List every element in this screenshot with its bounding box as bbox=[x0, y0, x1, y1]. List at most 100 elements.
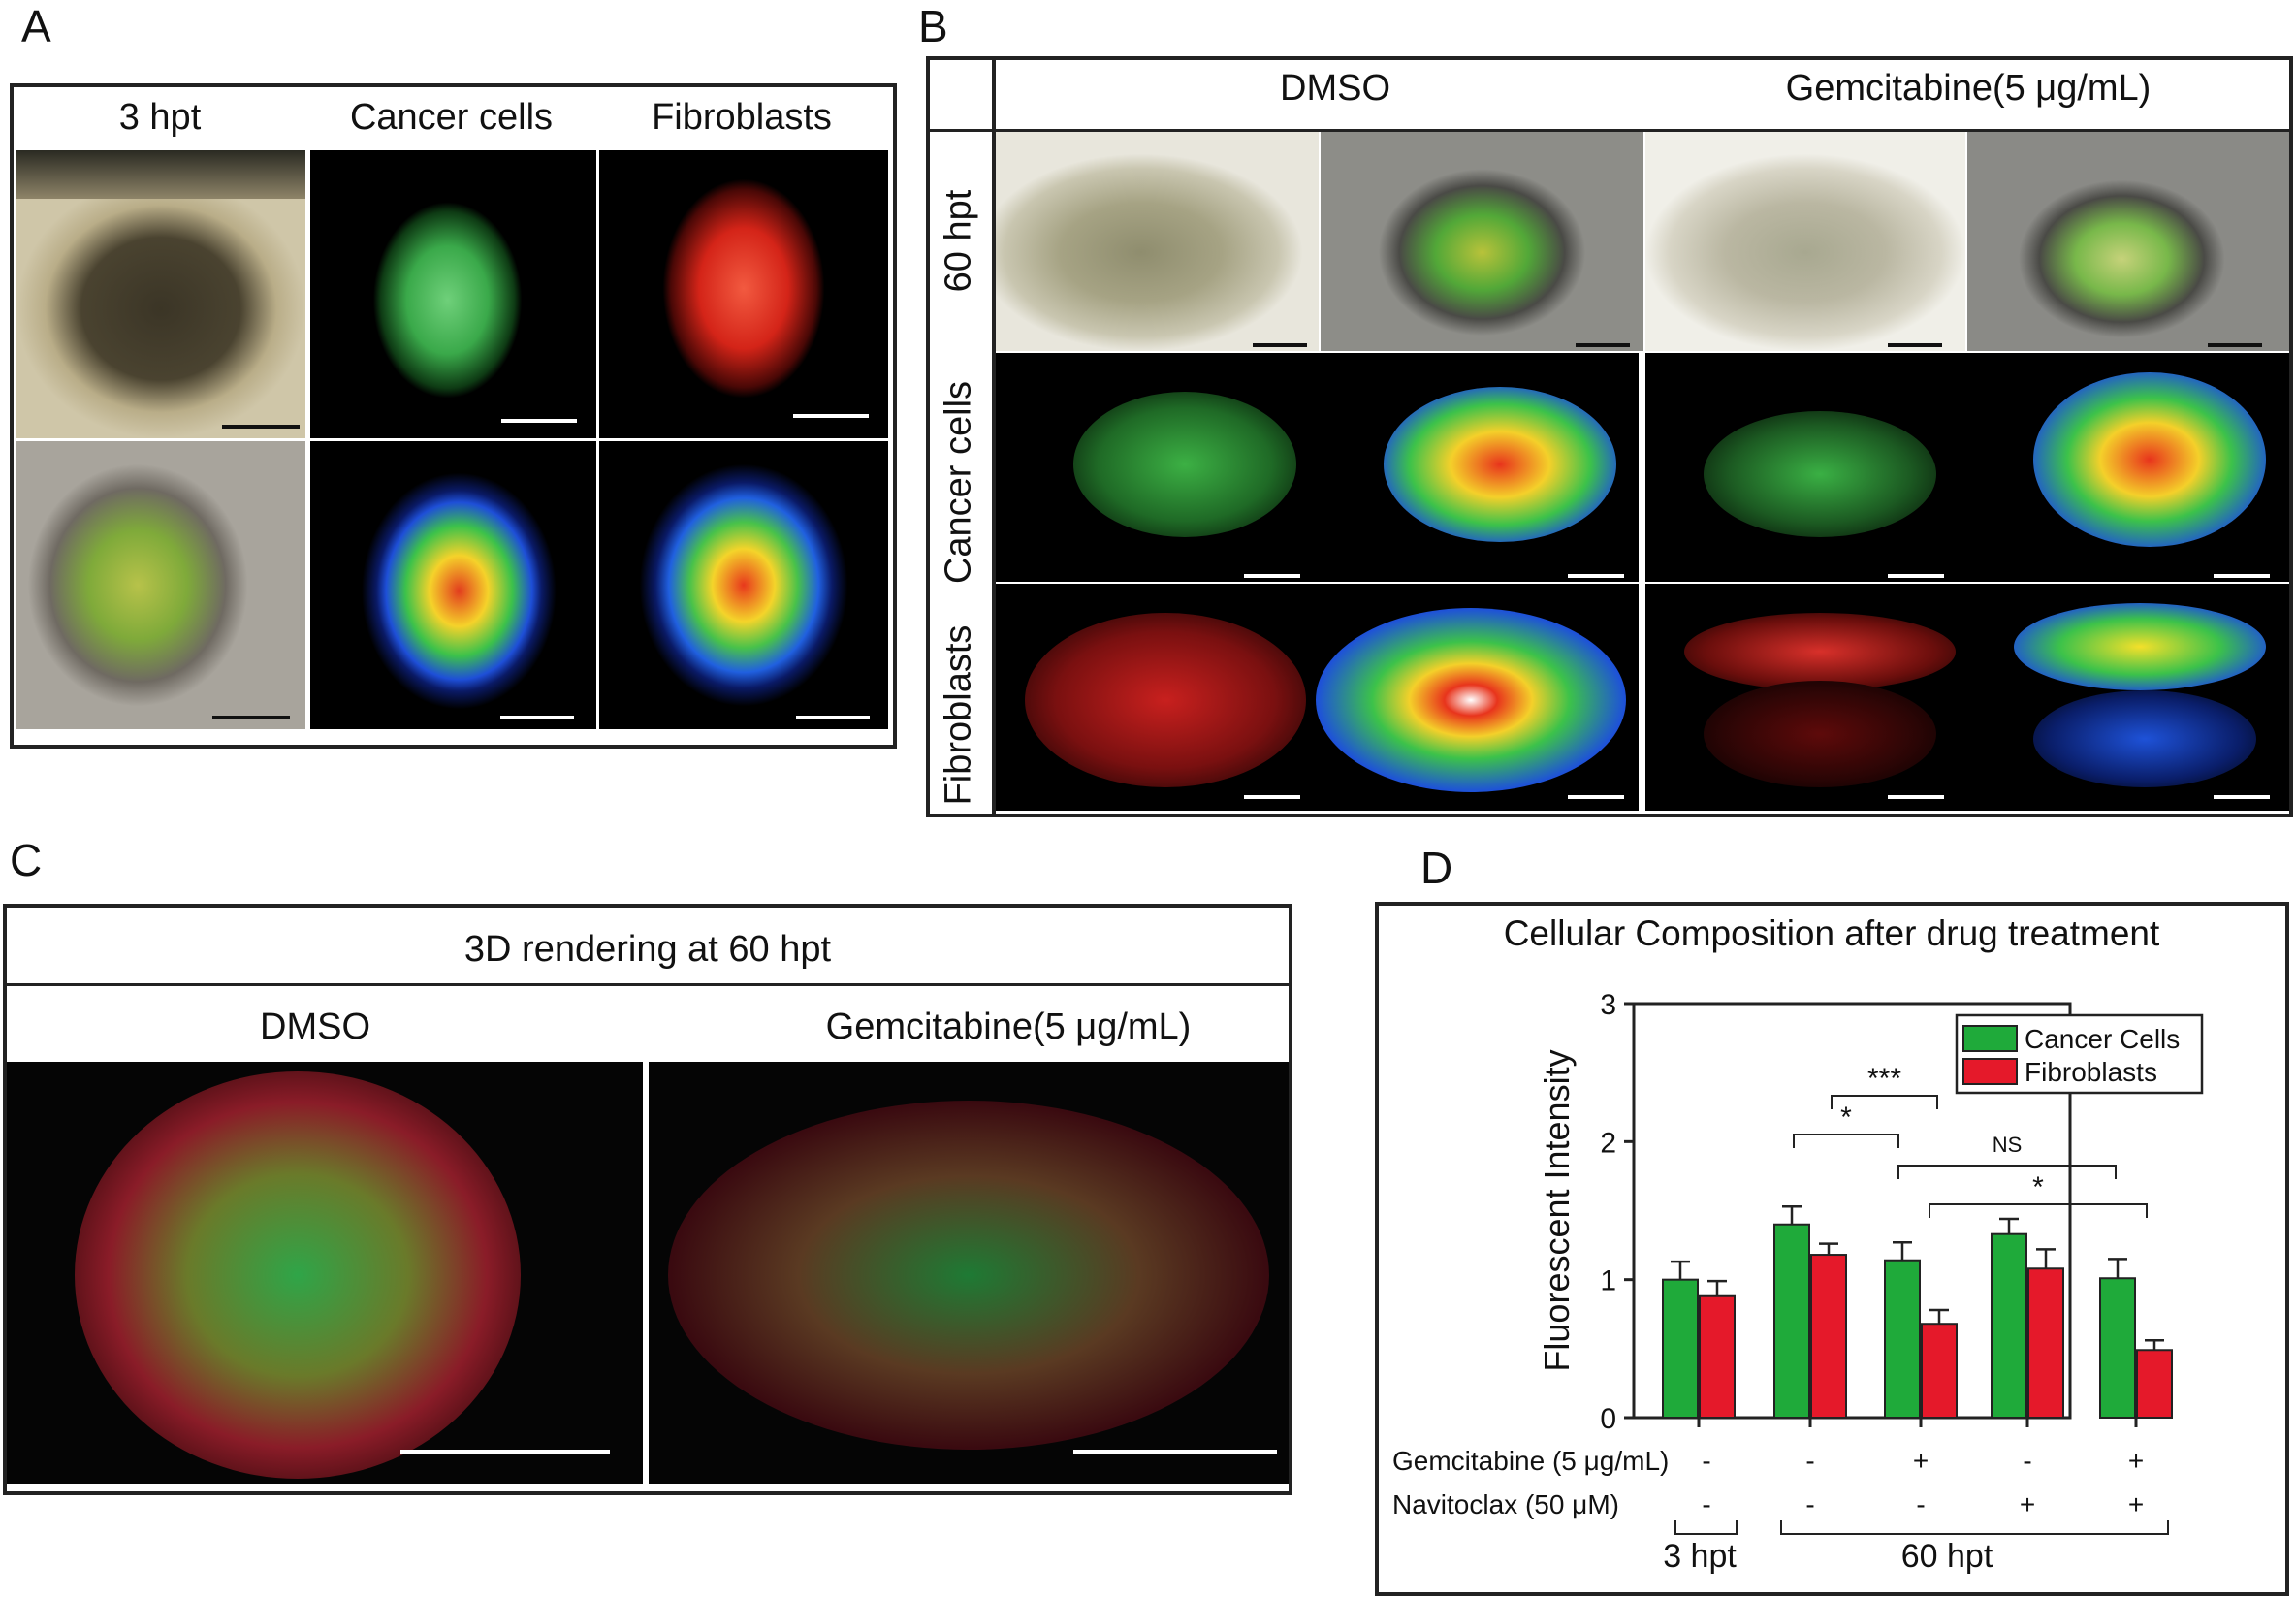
panel-a-frame bbox=[10, 83, 897, 749]
scale-bar bbox=[2214, 795, 2270, 799]
scale-bar bbox=[1253, 343, 1307, 347]
panel-letter-c: C bbox=[10, 835, 43, 885]
panel-b-dmso-fibro-images bbox=[996, 584, 1639, 811]
significance-bracket bbox=[1793, 1134, 1899, 1148]
scale-bar bbox=[501, 419, 577, 423]
cancer-bar bbox=[2099, 1277, 2136, 1420]
gemcitabine-sign: - bbox=[2023, 1446, 2031, 1476]
panel-c-frame bbox=[3, 904, 1292, 1495]
panel-c-header-dmso: DMSO bbox=[260, 1007, 370, 1047]
group-bracket-3hpt bbox=[1674, 1520, 1738, 1535]
fibro-bar bbox=[1810, 1254, 1847, 1419]
scale-bar bbox=[1073, 1450, 1277, 1454]
cancer-bar bbox=[1884, 1259, 1921, 1419]
scale-bar bbox=[1576, 343, 1630, 347]
significance-bracket bbox=[1831, 1095, 1938, 1109]
panel-a-merged-image bbox=[16, 441, 305, 729]
significance-bracket bbox=[1929, 1203, 2148, 1218]
panel-a-fibro-heatmap-image bbox=[599, 441, 888, 729]
panel-a-cancer-green-image bbox=[310, 150, 596, 438]
significance-label: NS bbox=[1993, 1133, 2023, 1157]
scale-bar bbox=[1244, 574, 1300, 578]
chart-title: Cellular Composition after drug treatmen… bbox=[1504, 913, 2160, 953]
scale-bar bbox=[1568, 795, 1624, 799]
scale-bar bbox=[1568, 574, 1624, 578]
gemcitabine-sign: + bbox=[1913, 1446, 1929, 1476]
panel-a-brightfield-image bbox=[16, 150, 305, 438]
scale-bar bbox=[222, 425, 300, 429]
legend-label: Cancer Cells bbox=[2025, 1024, 2180, 1054]
scale-bar bbox=[500, 716, 574, 719]
scale-bar bbox=[796, 716, 870, 719]
panel-letter-b: B bbox=[918, 1, 948, 51]
y-tick-label: 2 bbox=[1600, 1127, 1616, 1159]
panel-b-gem-merge-image bbox=[1967, 132, 2289, 351]
gemcitabine-sign: - bbox=[1805, 1446, 1814, 1476]
significance-label: *** bbox=[1867, 1063, 1901, 1095]
fibro-bar bbox=[1921, 1323, 1958, 1420]
panel-b-header-gemcitabine: Gemcitabine(5 μg/mL) bbox=[1785, 68, 2152, 109]
panel-c-title: 3D rendering at 60 hpt bbox=[463, 929, 832, 970]
panel-d-frame bbox=[1375, 902, 2289, 1596]
row-label-navitoclax: Navitoclax (50 μM) bbox=[1392, 1489, 1619, 1519]
legend-swatch bbox=[1962, 1058, 2018, 1085]
legend-label: Fibroblasts bbox=[2025, 1057, 2157, 1087]
plot-frame bbox=[1632, 1002, 2072, 1420]
gemcitabine-sign: + bbox=[2128, 1446, 2144, 1476]
group-bracket-60hpt bbox=[1780, 1520, 2169, 1535]
panel-a-fibro-red-image bbox=[599, 150, 888, 438]
navitoclax-sign: - bbox=[1916, 1489, 1925, 1519]
scale-bar bbox=[212, 716, 290, 719]
scale-bar bbox=[400, 1450, 610, 1454]
panel-b-header-dmso: DMSO bbox=[1280, 68, 1390, 109]
fibro-bar bbox=[2136, 1349, 2173, 1419]
panel-b-gem-brightfield-image bbox=[1645, 132, 1965, 351]
panel-b-row-60hpt: 60 hpt bbox=[938, 189, 979, 293]
scale-bar bbox=[2214, 574, 2270, 578]
navitoclax-sign: + bbox=[2128, 1489, 2144, 1519]
panel-letter-d: D bbox=[1420, 843, 1453, 893]
y-tick-label: 0 bbox=[1600, 1403, 1616, 1435]
navitoclax-sign: - bbox=[1702, 1489, 1710, 1519]
scale-bar bbox=[1888, 343, 1942, 347]
panel-a-header-fibro: Fibroblasts bbox=[652, 97, 832, 138]
group-label-3hpt: 3 hpt bbox=[1663, 1538, 1737, 1575]
panel-a-header-cancer: Cancer cells bbox=[349, 97, 554, 138]
navitoclax-sign: - bbox=[1805, 1489, 1814, 1519]
y-tick-label: 1 bbox=[1600, 1265, 1616, 1297]
y-tick-label: 3 bbox=[1600, 989, 1616, 1021]
cancer-bar bbox=[1773, 1223, 1810, 1419]
gemcitabine-sign: - bbox=[1702, 1446, 1710, 1476]
significance-label: * bbox=[1840, 1102, 1852, 1134]
scale-bar bbox=[1244, 795, 1300, 799]
scale-bar bbox=[1888, 574, 1944, 578]
group-label-60hpt: 60 hpt bbox=[1901, 1538, 1993, 1575]
panel-d-chart: Cellular Composition after drug treatmen… bbox=[1392, 913, 2204, 1575]
panel-b-gem-cancer-images bbox=[1645, 353, 2289, 582]
row-label-gemcitabine: Gemcitabine (5 μg/mL) bbox=[1392, 1446, 1669, 1476]
panel-b-dmso-cancer-images bbox=[996, 353, 1639, 582]
panel-c-gemcitabine-image bbox=[649, 1062, 1289, 1484]
legend-swatch bbox=[1962, 1025, 2018, 1052]
panel-b-dmso-brightfield-image bbox=[996, 132, 1319, 351]
scale-bar bbox=[793, 414, 869, 418]
y-axis-label: Fluorescent Intensity bbox=[1537, 1049, 1577, 1371]
significance-bracket bbox=[1897, 1165, 2117, 1179]
cancer-bar bbox=[1662, 1278, 1699, 1419]
panel-a-header-3hpt: 3 hpt bbox=[118, 97, 202, 138]
panel-b-gem-fibro-images bbox=[1645, 584, 2289, 811]
scale-bar bbox=[1888, 795, 1944, 799]
panel-letter-a: A bbox=[21, 1, 51, 51]
panel-c-dmso-image bbox=[7, 1062, 643, 1484]
panel-b-frame bbox=[926, 56, 2293, 817]
navitoclax-sign: + bbox=[2020, 1489, 2035, 1519]
fibro-bar bbox=[1699, 1294, 1736, 1420]
cancer-bar bbox=[1991, 1232, 2027, 1419]
panel-b-row-fibro: Fibroblasts bbox=[938, 624, 979, 806]
panel-b-dmso-merge-image bbox=[1321, 132, 1643, 351]
panel-a-cancer-heatmap-image bbox=[310, 441, 596, 729]
scale-bar bbox=[2208, 343, 2262, 347]
fibro-bar bbox=[2027, 1267, 2064, 1419]
significance-label: * bbox=[2032, 1171, 2044, 1203]
panel-c-header-gemcitabine: Gemcitabine(5 μg/mL) bbox=[825, 1007, 1192, 1047]
